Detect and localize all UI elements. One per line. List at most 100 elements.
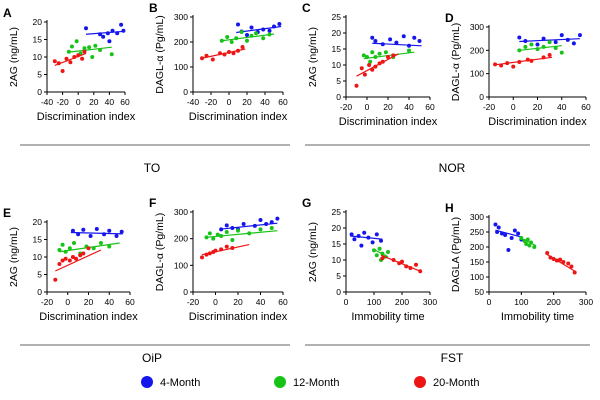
point-12-month-d [547,40,552,45]
group-label-fst: FST [441,351,464,365]
y-tick-label-b: 300 [174,12,188,22]
x-tick-label-c: 20 [383,102,393,112]
x-tick-label-a: 40 [105,97,115,107]
y-axis-label-e: 2AG (ng/mL) [8,227,20,287]
point-12-month-b [254,31,258,36]
point-4-month-h [512,228,517,233]
y-axis-label-d: DAGL-α (Pg/mL) [450,23,462,101]
y-tick-label-h: 250 [470,227,484,237]
x-axis-label-b: Discrimination index [189,111,288,123]
x-axis-label-f: Discrimination index [189,311,288,323]
point-20-month-c [359,66,364,71]
point-20-month-e [63,256,68,261]
point-4-month-f [275,216,280,221]
point-4-month-c [388,37,393,42]
point-12-month-b [234,36,239,41]
point-20-month-b [231,51,236,56]
point-4-month-e [119,229,124,234]
point-12-month-f [258,227,263,232]
panel-g: G 0 100 200 300 0 5 10 15 20 25 Immobility time 2AG … [302,196,437,323]
y-tick-label-h: 50 [475,287,485,297]
point-4-month-c [417,39,422,43]
point-20-month-f [213,248,218,253]
x-tick-label-d: 60 [581,102,591,112]
point-4-month-f [264,222,269,226]
point-20-month-h [554,258,559,263]
x-tick-label-a: -40 [41,97,54,107]
x-tick-label-f: 40 [256,297,266,307]
point-20-month-e [81,251,86,256]
y-tick-label-f: 100 [174,260,188,270]
x-axis-label-a: Discrimination index [37,111,136,123]
point-20-month-c [354,83,359,88]
point-4-month-a [107,39,112,44]
panel-letter-e: E [3,206,11,220]
point-20-month-e [53,277,58,282]
point-12-month-a [87,45,92,50]
y-tick-label-c: 5 [336,76,341,86]
y-tick-label-a: 10 [33,52,43,62]
y-tick-label-a: 0 [37,87,42,97]
point-12-month-a [74,39,79,44]
y-tick-label-c: 15 [332,44,342,54]
point-12-month-g [380,251,385,256]
y-tick-label-g: 25 [332,207,342,217]
point-4-month-g [356,234,361,238]
y-tick-label-c: 10 [332,60,342,70]
point-12-month-c [373,55,378,59]
point-4-month-g [374,232,379,237]
y-tick-label-f: 300 [174,207,188,217]
point-4-month-e [81,227,86,232]
point-12-month-f [247,231,252,236]
point-4-month-h [503,233,508,237]
point-12-month-f [215,232,220,237]
x-tick-label-d: 40 [557,102,567,112]
point-20-month-a [68,60,73,65]
point-12-month-c [365,55,369,59]
point-4-month-e [88,234,93,238]
point-12-month-a [69,44,74,49]
point-20-month-h [572,270,577,275]
x-tick-label-h: 100 [514,297,528,307]
point-12-month-a [90,55,95,59]
point-4-month-e [102,232,107,237]
point-4-month-g [352,237,357,242]
point-12-month-e [57,248,62,252]
point-20-month-c [386,55,390,59]
fit-line-12-month-a [68,46,112,53]
point-12-month-f [211,236,216,241]
point-12-month-f [219,234,224,238]
point-4-month-f [269,220,274,225]
point-12-month-h [525,237,530,242]
point-20-month-b [204,53,209,58]
y-tick-label-a: 5 [37,70,42,80]
point-12-month-c [370,50,375,55]
point-12-month-c [383,50,388,55]
point-4-month-f [230,226,235,230]
point-12-month-c [361,53,366,58]
point-20-month-a [76,53,81,58]
y-tick-label-h: 150 [470,257,484,267]
x-tick-label-f: 60 [278,297,288,307]
point-4-month-d [553,40,558,45]
point-4-month-b [245,33,249,37]
point-12-month-d [517,48,522,53]
point-12-month-h [527,243,532,248]
point-12-month-b [225,35,230,39]
point-12-month-f [204,235,209,240]
point-4-month-f [219,227,224,232]
point-4-month-g [366,235,371,240]
point-4-month-a [119,22,124,27]
point-4-month-f [252,223,257,228]
point-12-month-h [522,239,527,243]
y-axis-label-a: 2AG (ng/mL) [8,27,20,87]
point-20-month-a [64,56,69,61]
point-4-month-h [516,231,521,236]
y-tick-label-e: 5 [37,270,42,280]
point-20-month-a [52,59,57,64]
point-4-month-h [506,248,511,252]
point-4-month-c [412,35,417,40]
point-20-month-h [551,257,556,261]
point-20-month-d [511,64,516,69]
